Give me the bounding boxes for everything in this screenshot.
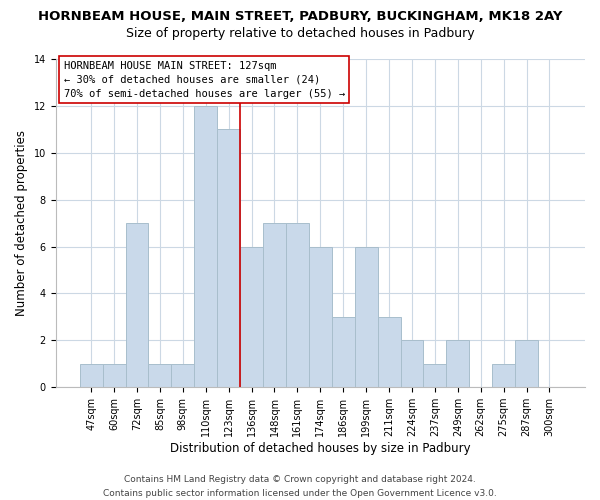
Y-axis label: Number of detached properties: Number of detached properties [15,130,28,316]
Bar [401,340,424,387]
Bar [240,246,263,387]
Text: HORNBEAM HOUSE MAIN STREET: 127sqm
← 30% of detached houses are smaller (24)
70%: HORNBEAM HOUSE MAIN STREET: 127sqm ← 30%… [64,60,345,98]
Bar [515,340,538,387]
Bar [286,223,309,387]
Bar [172,364,194,387]
Text: HORNBEAM HOUSE, MAIN STREET, PADBURY, BUCKINGHAM, MK18 2AY: HORNBEAM HOUSE, MAIN STREET, PADBURY, BU… [38,10,562,23]
Bar [103,364,125,387]
Bar [80,364,103,387]
Bar [194,106,217,387]
Bar [309,246,332,387]
Bar [263,223,286,387]
Bar [355,246,377,387]
X-axis label: Distribution of detached houses by size in Padbury: Distribution of detached houses by size … [170,442,470,455]
Bar [424,364,446,387]
Bar [446,340,469,387]
Bar [492,364,515,387]
Bar [377,317,401,387]
Bar [332,317,355,387]
Bar [217,130,240,387]
Text: Size of property relative to detached houses in Padbury: Size of property relative to detached ho… [125,28,475,40]
Bar [125,223,148,387]
Bar [148,364,172,387]
Text: Contains HM Land Registry data © Crown copyright and database right 2024.
Contai: Contains HM Land Registry data © Crown c… [103,476,497,498]
